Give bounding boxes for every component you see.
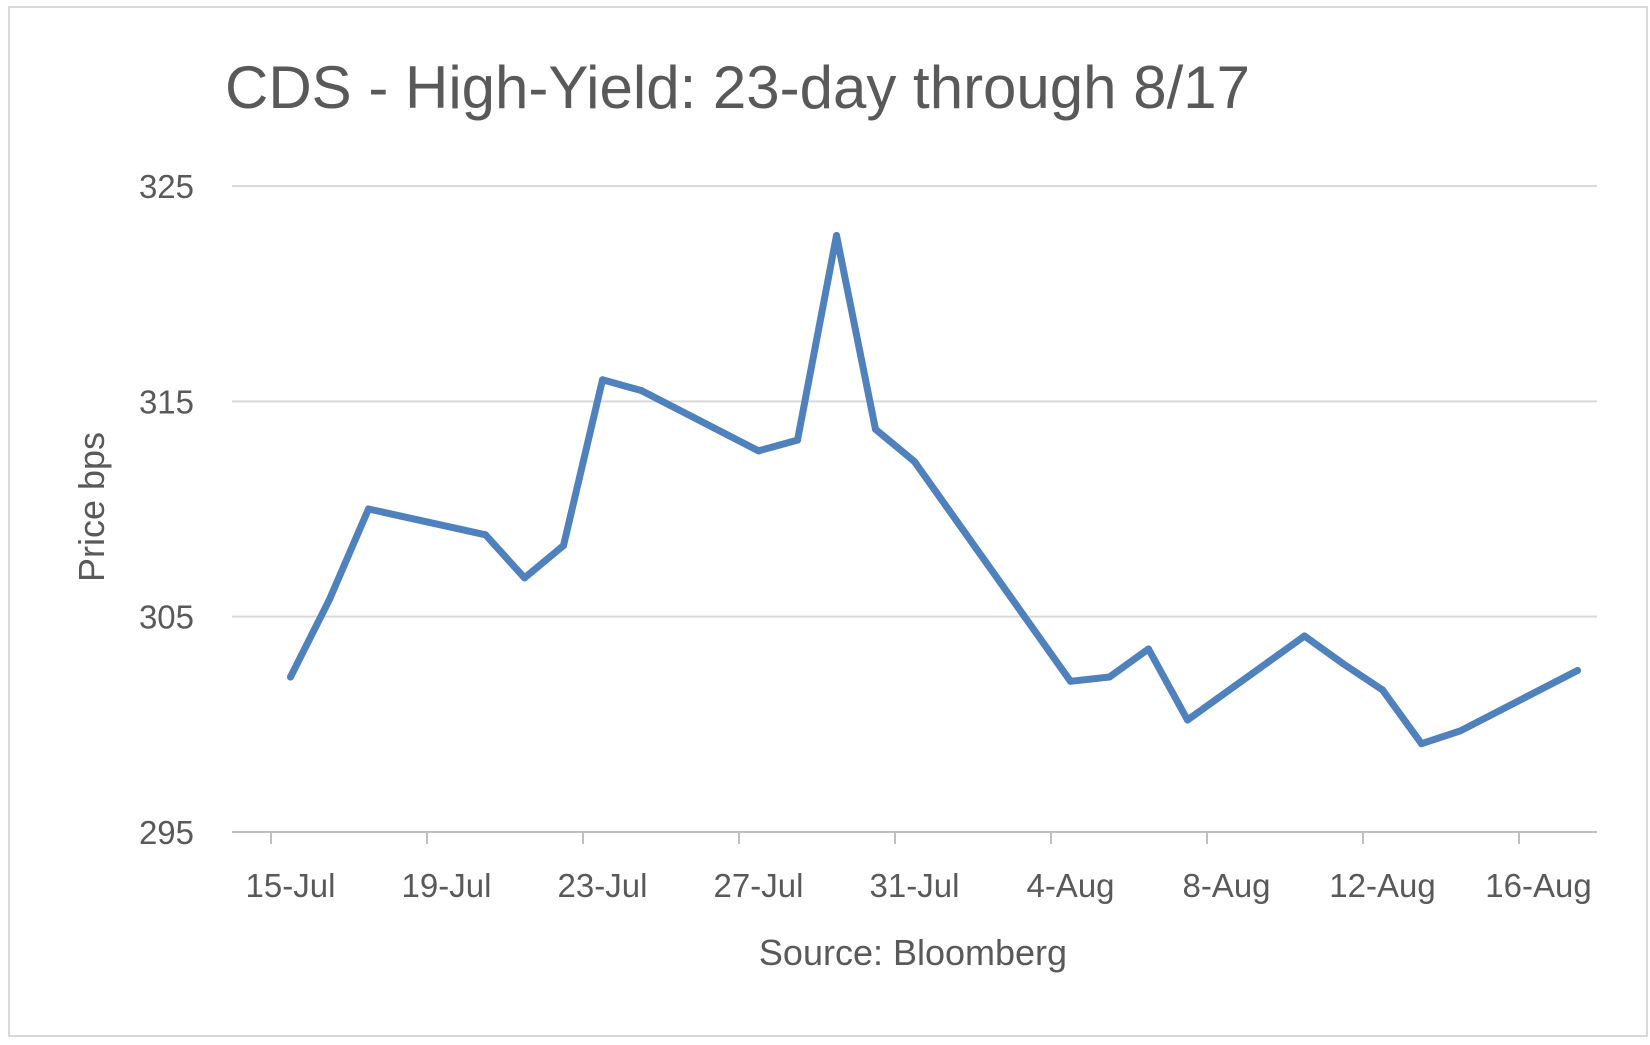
data-point bbox=[872, 425, 879, 433]
series-line bbox=[287, 232, 1581, 748]
data-point bbox=[1145, 645, 1152, 653]
x-tick-label: 23-Jul bbox=[558, 867, 648, 904]
x-axis-ticks: 15-Jul 19-Jul 23-Jul 27-Jul 31-Jul 4-Aug 8-Aug… bbox=[246, 867, 1592, 904]
data-point bbox=[365, 505, 372, 513]
data-point bbox=[755, 447, 762, 455]
data-point bbox=[1418, 740, 1425, 748]
data-point bbox=[1379, 686, 1386, 694]
data-point bbox=[1106, 673, 1113, 681]
data-point bbox=[1574, 667, 1581, 674]
data-point bbox=[1301, 632, 1308, 640]
x-tick-label: 8-Aug bbox=[1182, 867, 1270, 904]
x-tick-label: 12-Aug bbox=[1329, 867, 1435, 904]
x-tick-label: 27-Jul bbox=[714, 867, 804, 904]
data-point bbox=[638, 387, 645, 395]
data-point bbox=[482, 531, 489, 539]
chart-frame bbox=[8, 6, 1648, 1037]
x-axis-title: Source: Bloomberg bbox=[759, 932, 1067, 973]
point-layer bbox=[287, 232, 1581, 748]
x-tick-label: 15-Jul bbox=[246, 867, 336, 904]
y-axis-ticks: 295 305 315 325 bbox=[139, 168, 194, 851]
x-tick-label: 31-Jul bbox=[870, 867, 960, 904]
data-point bbox=[287, 673, 294, 681]
data-point bbox=[560, 542, 567, 550]
y-tick-label: 305 bbox=[139, 599, 194, 636]
data-point bbox=[1067, 677, 1074, 685]
data-point bbox=[911, 458, 918, 466]
series-layer bbox=[287, 232, 1581, 748]
y-tick-label: 295 bbox=[139, 814, 194, 851]
data-point bbox=[599, 376, 606, 384]
data-point bbox=[1340, 660, 1347, 668]
data-point bbox=[521, 574, 528, 582]
chart-title: CDS - High-Yield: 23-day through 8/17 bbox=[225, 54, 1250, 121]
data-point bbox=[1184, 716, 1191, 724]
x-tick-label: 4-Aug bbox=[1026, 867, 1114, 904]
data-point bbox=[1457, 727, 1464, 735]
y-tick-label: 325 bbox=[139, 168, 194, 205]
data-point bbox=[794, 436, 801, 444]
x-tick-label: 16-Aug bbox=[1485, 867, 1591, 904]
axis-layer bbox=[232, 831, 1597, 844]
y-tick-label: 315 bbox=[139, 383, 194, 420]
grid-layer bbox=[232, 185, 1597, 618]
data-point bbox=[833, 232, 840, 239]
data-point bbox=[326, 595, 333, 603]
y-axis-title: Price bps bbox=[71, 432, 112, 582]
x-tick-label: 19-Jul bbox=[402, 867, 492, 904]
